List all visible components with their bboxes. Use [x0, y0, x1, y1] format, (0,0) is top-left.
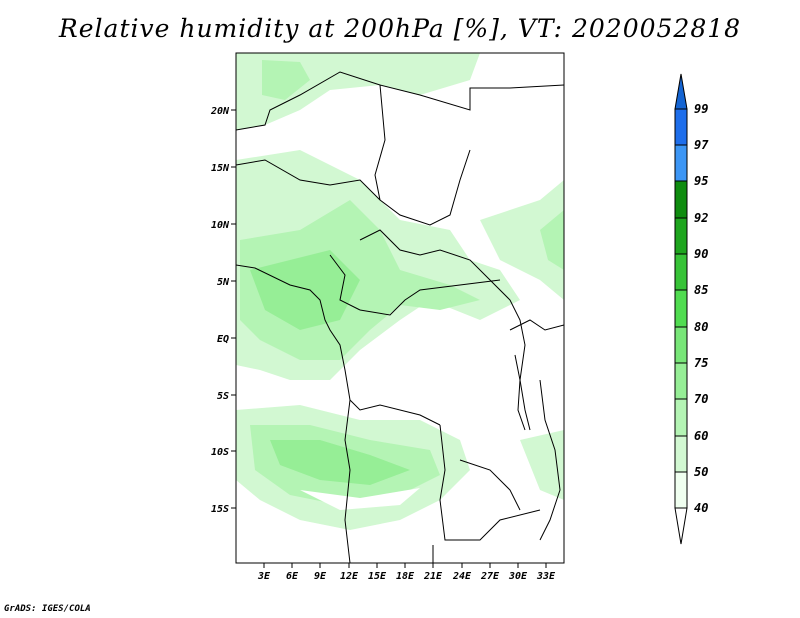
colorbar-segment — [674, 362, 688, 400]
colorbar-label: 99 — [694, 102, 708, 116]
colorbar-label: 80 — [694, 320, 708, 334]
map-title: Relative humidity at 200hPa [%], VT: 202… — [58, 14, 742, 43]
colorbar-label: 75 — [694, 356, 708, 370]
colorbar-segment — [674, 217, 688, 255]
latitude-axis: 20N 15N 10N 5N EQ 5S 10S 15S — [210, 106, 236, 515]
lon-label-33e: 33E — [536, 571, 556, 582]
lat-label-10s: 10S — [211, 447, 229, 458]
lon-label-30e: 30E — [508, 571, 528, 582]
colorbar-segment — [674, 326, 688, 364]
lon-label-24e: 24E — [452, 571, 472, 582]
map-panel — [235, 52, 565, 564]
colorbar-segment — [674, 253, 688, 291]
lon-label-12e: 12E — [340, 571, 359, 582]
humidity-field — [236, 53, 564, 563]
longitude-axis: 3E 6E 9E 12E 15E 18E 21E 24E 27E 30E 33E — [257, 563, 556, 582]
colorbar-label: 60 — [694, 429, 708, 443]
colorbar-label: 85 — [694, 283, 708, 297]
colorbar-segment — [674, 435, 688, 473]
colorbar-segment — [674, 471, 688, 509]
lat-label-5s: 5S — [217, 391, 229, 402]
lon-label-3e: 3E — [257, 571, 271, 582]
colorbar-label: 70 — [694, 392, 708, 406]
colorbar: 99 97 95 92 90 85 80 75 70 60 50 40 — [674, 73, 709, 545]
lon-label-9e: 9E — [314, 571, 327, 582]
colorbar-segment — [674, 289, 688, 328]
lon-label-15e: 15E — [368, 571, 387, 582]
colorbar-label: 90 — [694, 247, 708, 261]
colorbar-label: 95 — [694, 174, 708, 188]
colorbar-segment — [674, 180, 688, 219]
colorbar-label: 92 — [694, 211, 708, 225]
lat-label-20n: 20N — [210, 106, 230, 117]
lat-label-eq: EQ — [217, 334, 229, 345]
lon-label-21e: 21E — [423, 571, 443, 582]
colorbar-label: 50 — [694, 465, 708, 479]
colorbar-segment — [674, 108, 688, 146]
colorbar-top-triangle — [674, 73, 688, 110]
country-borders — [236, 71, 564, 563]
colorbar-bottom-triangle — [674, 507, 688, 545]
grads-credit: GrADS: IGES/COLA — [4, 604, 91, 614]
colorbar-segment — [674, 398, 688, 437]
lon-label-6e: 6E — [286, 571, 299, 582]
colorbar-label: 97 — [694, 138, 709, 152]
lat-label-15n: 15N — [211, 163, 230, 174]
colorbar-label: 40 — [694, 501, 708, 515]
lat-label-15s: 15S — [211, 504, 229, 515]
lat-label-5n: 5N — [217, 277, 230, 288]
lat-label-10n: 10N — [211, 220, 230, 231]
lon-label-27e: 27E — [480, 571, 500, 582]
colorbar-segment — [674, 144, 688, 182]
lon-label-18e: 18E — [396, 571, 415, 582]
